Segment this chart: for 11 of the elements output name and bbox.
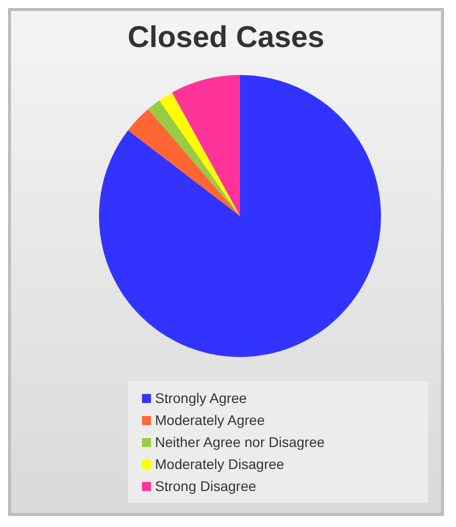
- pie-slice: [172, 75, 240, 216]
- legend-label: Neither Agree nor Disagree: [155, 434, 325, 450]
- legend-label: Moderately Disagree: [155, 456, 284, 472]
- pie-slice: [128, 109, 240, 216]
- pie-slice: [148, 100, 240, 216]
- pie-slice: [99, 75, 381, 357]
- legend-label: Strong Disagree: [155, 478, 256, 494]
- legend-label: Moderately Agree: [155, 412, 265, 428]
- pie-slice: [159, 92, 240, 216]
- chart-title: Closed Cases: [126, 21, 326, 55]
- legend-label: Strongly Agree: [155, 390, 247, 406]
